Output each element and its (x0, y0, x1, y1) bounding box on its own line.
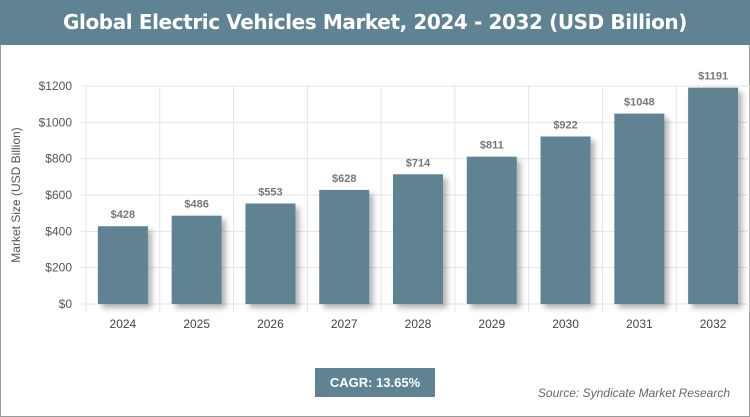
x-tick-label: 2024 (110, 317, 137, 331)
x-tick-label: 2028 (405, 317, 432, 331)
data-label: $1191 (698, 71, 728, 83)
cagr-badge: CAGR: 13.65% (315, 368, 435, 397)
x-tick-label: 2025 (183, 317, 210, 331)
y-tick-label: $800 (45, 152, 72, 166)
data-label: $1048 (624, 97, 655, 109)
data-label: $553 (258, 187, 282, 199)
data-label: $714 (406, 157, 431, 169)
data-label: $486 (184, 199, 208, 211)
bar-2032 (688, 87, 739, 304)
bar-2029 (466, 156, 517, 304)
y-tick-label: $200 (45, 261, 72, 275)
data-label: $811 (480, 140, 504, 152)
x-tick-label: 2026 (257, 317, 284, 331)
data-label: $922 (553, 120, 577, 132)
bar-2030 (540, 136, 591, 304)
y-tick-label: $1200 (39, 79, 73, 93)
data-label: $428 (111, 209, 135, 221)
x-tick-label: 2029 (478, 317, 505, 331)
y-axis-label: Market Size (USD Billion) (9, 127, 23, 262)
bar-2026 (245, 203, 296, 304)
x-tick-label: 2030 (552, 317, 579, 331)
x-tick-label: 2031 (626, 317, 653, 331)
y-tick-label: $1000 (39, 115, 73, 129)
source-note: Source: Syndicate Market Research (537, 386, 730, 400)
data-label: $628 (332, 173, 356, 185)
bar-2027 (319, 189, 370, 304)
bar-2031 (614, 113, 665, 304)
x-tick-label: 2027 (331, 317, 358, 331)
x-tick-label: 2032 (700, 317, 727, 331)
bar-2025 (171, 215, 222, 304)
y-tick-label: $400 (45, 224, 72, 238)
chart-title: Global Electric Vehicles Market, 2024 - … (0, 0, 750, 45)
y-tick-label: $0 (59, 297, 73, 311)
bar-2028 (393, 174, 443, 304)
y-tick-label: $600 (45, 188, 72, 202)
bar-2024 (97, 226, 148, 304)
bar-chart: $0 $200 $400 $600 $800 $1000 $1200 Market Size … (9, 71, 750, 331)
